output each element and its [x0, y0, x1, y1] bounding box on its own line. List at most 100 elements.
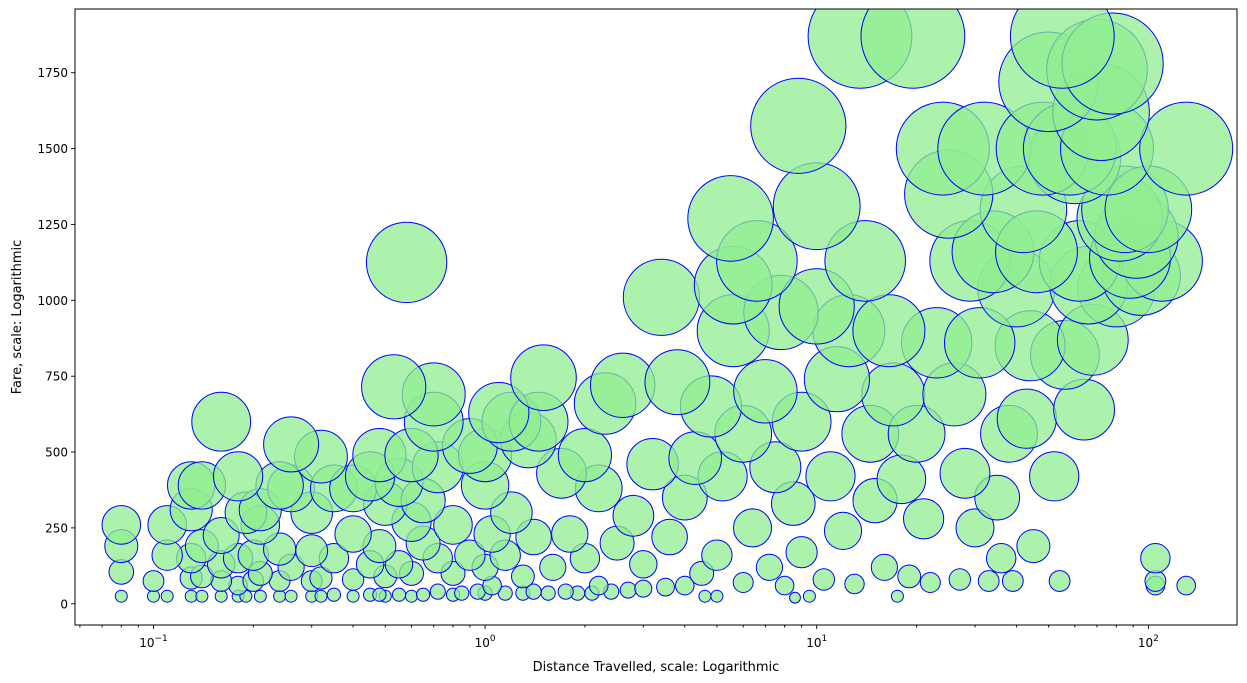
x-axis-label: Distance Travelled, scale: Logarithmic	[533, 660, 780, 675]
data-point	[861, 362, 926, 427]
data-point	[1139, 101, 1234, 196]
data-point	[214, 589, 228, 603]
data-point	[668, 431, 723, 485]
data-point	[755, 553, 784, 581]
data-point	[698, 589, 712, 603]
data-point	[525, 583, 542, 600]
data-point	[191, 391, 252, 452]
y-tick-label: 750	[45, 370, 68, 384]
data-point	[955, 508, 995, 548]
data-point	[733, 359, 798, 424]
y-tick-label: 500	[45, 446, 68, 460]
data-point	[253, 589, 267, 603]
data-point	[195, 589, 209, 603]
x-tick-label: 102	[1138, 634, 1159, 650]
y-tick-label: 1750	[37, 66, 68, 80]
data-point	[656, 577, 675, 597]
data-point	[372, 587, 387, 602]
x-tick-label: 101	[806, 634, 827, 650]
data-point	[651, 518, 688, 556]
data-point	[622, 258, 701, 336]
data-point	[852, 294, 926, 368]
y-axis-label: Fare, scale: Logarithmic	[10, 240, 25, 394]
data-point	[986, 543, 1017, 574]
data-point	[789, 591, 801, 604]
data-point	[629, 550, 658, 579]
data-point	[429, 583, 446, 600]
data-point	[588, 575, 609, 596]
data-point	[341, 568, 365, 591]
y-tick-label: 250	[45, 521, 68, 535]
data-point	[384, 550, 414, 579]
data-point	[785, 536, 818, 569]
data-point	[361, 354, 427, 420]
data-point	[454, 539, 486, 571]
data-point	[996, 388, 1057, 449]
data-point	[326, 587, 341, 602]
data-point	[1009, 9, 1115, 89]
data-point	[939, 447, 991, 499]
data-point	[772, 162, 861, 251]
data-point	[897, 564, 922, 589]
data-point	[309, 566, 333, 590]
data-point	[539, 553, 567, 581]
data-point	[557, 428, 613, 483]
data-point	[701, 539, 733, 571]
data-point	[391, 587, 407, 602]
data-point	[416, 587, 431, 602]
data-point	[1016, 529, 1051, 564]
data-point	[774, 575, 795, 596]
data-point	[619, 581, 637, 599]
x-tick-label: 10−1	[139, 634, 168, 650]
data-point	[314, 589, 328, 603]
data-point	[511, 564, 535, 589]
plot-frame	[74, 8, 1238, 626]
data-point	[213, 451, 264, 502]
data-point	[263, 416, 320, 473]
data-point	[557, 583, 574, 600]
data-point	[1029, 451, 1080, 502]
data-point	[295, 534, 329, 568]
data-point	[612, 494, 655, 537]
data-point	[944, 307, 1016, 379]
data-point	[334, 515, 372, 553]
data-point	[160, 589, 174, 603]
marker-layer	[101, 9, 1234, 604]
data-point	[468, 382, 530, 444]
data-point	[823, 511, 863, 551]
data-point	[977, 570, 1000, 592]
data-point	[454, 585, 470, 601]
data-point	[812, 568, 835, 591]
data-point	[1176, 575, 1196, 596]
data-point	[1140, 543, 1171, 574]
data-point	[1144, 570, 1167, 592]
y-tick-label: 1250	[37, 218, 68, 232]
x-axis: 10−1 100 101 102	[79, 625, 1159, 650]
data-point	[346, 589, 360, 603]
y-tick-label: 1000	[37, 294, 68, 308]
data-point	[890, 589, 904, 603]
data-point	[108, 559, 135, 585]
data-point	[142, 570, 165, 592]
data-point	[273, 589, 287, 603]
data-point	[710, 589, 724, 603]
data-point	[114, 589, 128, 603]
data-point	[101, 505, 142, 545]
data-point	[551, 515, 589, 553]
data-point	[733, 508, 772, 548]
data-point	[919, 572, 941, 593]
data-point	[644, 349, 711, 416]
data-point	[634, 579, 653, 598]
data-point	[365, 221, 448, 304]
data-point	[433, 505, 473, 545]
data-point	[948, 568, 971, 591]
data-point	[903, 498, 945, 540]
y-tick-label: 0	[60, 597, 68, 611]
data-point	[1001, 570, 1024, 592]
y-axis: 0 250 500 750 1000 1250 1500 1750	[37, 66, 75, 611]
data-point	[510, 344, 577, 412]
data-point	[687, 175, 774, 262]
data-point	[860, 9, 966, 89]
data-point	[675, 575, 695, 596]
